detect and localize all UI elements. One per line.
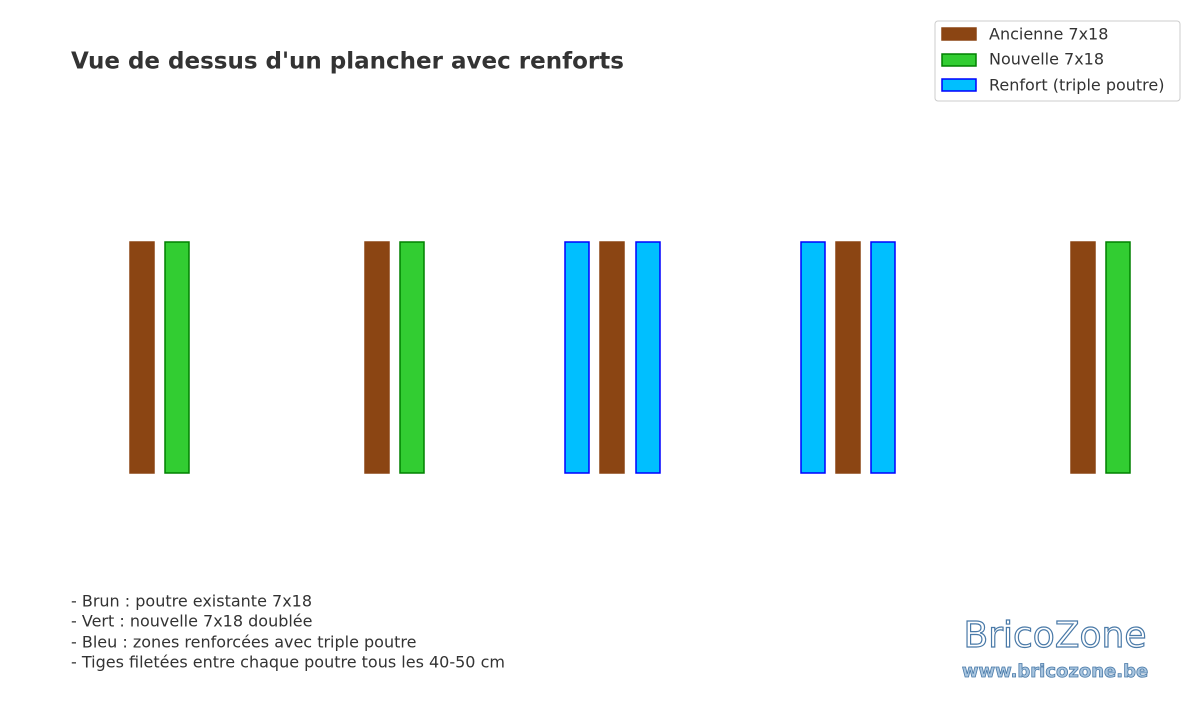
legend-swatch <box>941 78 977 92</box>
beam <box>635 241 661 474</box>
beam <box>129 241 155 474</box>
legend: Ancienne 7x18 Nouvelle 7x18 Renfort (tri… <box>934 20 1181 102</box>
beam <box>599 241 625 474</box>
beam <box>364 241 390 474</box>
legend-label: Nouvelle 7x18 <box>989 50 1104 69</box>
beam <box>1070 241 1096 474</box>
watermark-url: www.bricozone.be <box>962 661 1148 682</box>
legend-swatch <box>941 53 977 67</box>
note: - Tiges filetées entre chaque poutre tou… <box>71 653 505 672</box>
legend-label: Ancienne 7x18 <box>989 25 1108 44</box>
beam <box>399 241 425 474</box>
beams <box>129 241 1131 474</box>
legend-box <box>934 20 1181 102</box>
watermark: BricoZone www.bricozone.be <box>961 614 1148 682</box>
note: - Brun : poutre existante 7x18 <box>71 592 312 611</box>
legend-label: Renfort (triple poutre) <box>989 76 1164 95</box>
beam <box>1105 241 1131 474</box>
note: - Vert : nouvelle 7x18 doublée <box>71 612 313 631</box>
beam <box>800 241 826 474</box>
beam <box>164 241 190 474</box>
notes: - Brun : poutre existante 7x18 - Vert : … <box>71 592 505 672</box>
legend-swatch <box>941 27 977 41</box>
title: Vue de dessus d'un plancher avec renfort… <box>71 49 624 75</box>
beam <box>835 241 861 474</box>
beam <box>564 241 590 474</box>
beam <box>870 241 896 474</box>
watermark-name: BricoZone <box>964 615 1147 656</box>
note: - Bleu : zones renforcées avec triple po… <box>71 633 416 652</box>
